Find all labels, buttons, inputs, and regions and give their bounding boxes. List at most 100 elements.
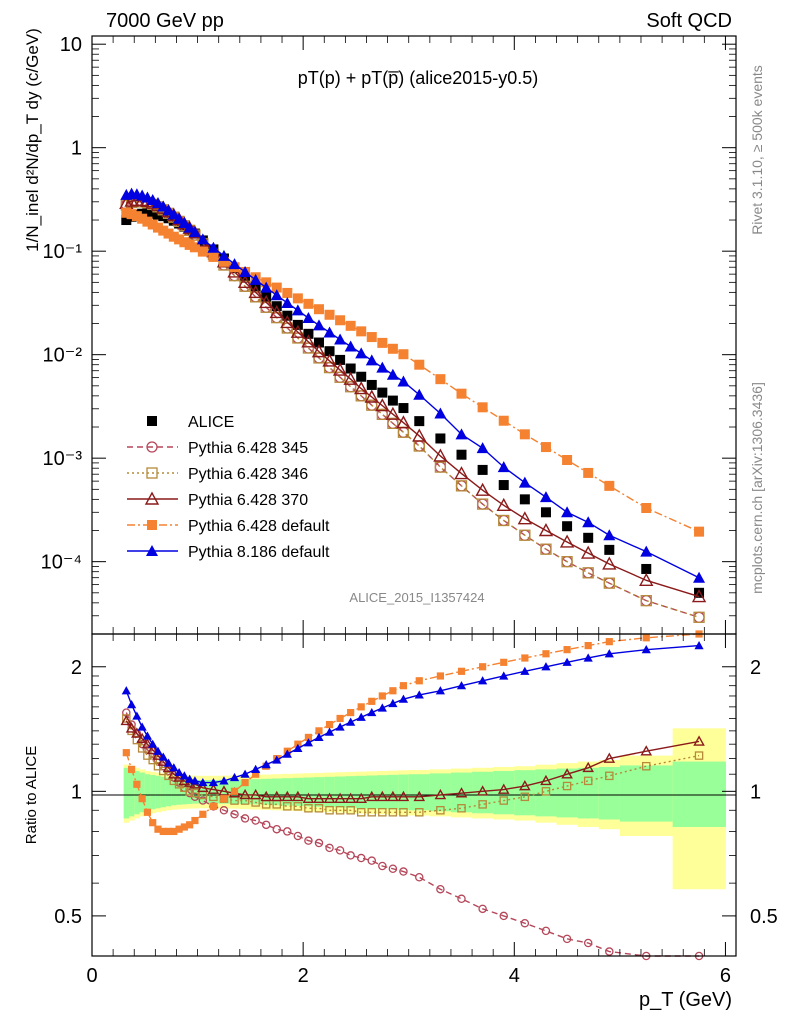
ratio-point-pythia-6-428-346 (694, 751, 704, 760)
ratio-point-pythia-8-186-default (126, 700, 137, 709)
ratio-band-inner (208, 780, 220, 804)
main-point-pythia-8-186-default (228, 258, 241, 270)
ratio-point-pythia-6-428-370 (207, 783, 220, 794)
header-left: 7000 GeV pp (106, 10, 224, 32)
main-y-tick-label: 10⁻⁴ (41, 552, 82, 574)
ratio-point-pythia-6-428-370 (376, 790, 389, 802)
main-point-pythia-6-428-default (356, 326, 367, 337)
legend-marker (146, 545, 158, 556)
ratio-point-pythia-6-428-370 (334, 792, 346, 803)
ratio-band-inner (355, 775, 367, 809)
ratio-point-pythia-8-186-default (158, 752, 168, 761)
ratio-band-inner (345, 776, 357, 808)
main-point-pythia-6-428-346 (582, 567, 594, 579)
main-point-pythia-6-428-370 (343, 371, 358, 385)
ratio-point-pythia-8-186-default (499, 671, 509, 680)
ratio-point-pythia-8-186-default (520, 666, 530, 675)
main-point-pythia-8-186-default (188, 226, 201, 238)
ratio-point-pythia-6-428-default (500, 658, 508, 666)
main-point-pythia-6-428-default (282, 287, 293, 298)
ratio-band-inner (128, 769, 135, 817)
ratio-point-pythia-6-428-default (415, 677, 423, 685)
main-point-pythia-6-428-346 (476, 498, 489, 510)
main-point-pythia-8-186-default (640, 545, 653, 557)
ratio-point-pythia-6-428-default (389, 687, 397, 695)
ratio-point-pythia-6-428-default (159, 827, 167, 836)
ratio-point-pythia-6-428-345 (605, 947, 614, 956)
ratio-point-pythia-6-428-370 (302, 792, 315, 803)
legend-entry-pythia-6-428-345: Pythia 6.428 345 (127, 440, 308, 457)
main-point-pythia-6-428-346 (519, 529, 531, 541)
ratio-band-inner (144, 774, 151, 811)
main-point-alice (641, 563, 652, 574)
ratio-point-pythia-6-428-346 (143, 751, 152, 760)
main-point-pythia-6-428-default (335, 315, 346, 326)
ratio-panel: 0.5 0.5 1 1 2 2 0 2 4 6 Ratio to ALICE p_T (GeV) (23, 630, 778, 1011)
ratio-point-pythia-6-428-370 (693, 735, 705, 746)
ratio-point-pythia-6-428-345 (272, 824, 282, 834)
ratio-point-pythia-6-428-346 (436, 806, 445, 815)
ratio-point-pythia-6-428-default (252, 770, 260, 778)
x-tick-label: 0 (86, 965, 97, 987)
legend-label: Pythia 6.428 345 (188, 440, 308, 457)
ratio-point-pythia-6-428-346 (325, 806, 334, 815)
main-point-alice (498, 480, 509, 491)
main-point-pythia-6-428-346 (387, 417, 399, 429)
main-point-pythia-8-186-default (497, 461, 510, 473)
ratio-point-pythia-8-186-default (694, 640, 704, 650)
legend-entry-pythia-6-428-346: Pythia 6.428 346 (127, 466, 308, 483)
ratio-point-pythia-6-428-346 (240, 796, 250, 805)
ratio-point-pythia-6-428-346 (378, 808, 387, 817)
ratio-point-pythia-6-428-346 (314, 804, 324, 813)
ratio-point-pythia-8-186-default (583, 653, 593, 662)
main-point-alice (366, 379, 377, 390)
ratio-point-pythia-6-428-346 (399, 808, 408, 817)
ratio-point-pythia-6-428-default (143, 808, 152, 816)
legend-entry-alice: ALICE (147, 414, 234, 431)
main-point-pythia-6-428-default (694, 526, 705, 537)
ratio-band-inner (165, 777, 172, 807)
ratio-point-pythia-6-428-345 (356, 853, 366, 863)
ratio-point-pythia-6-428-370 (365, 790, 378, 802)
ratio-point-pythia-6-428-370 (292, 790, 304, 802)
main-point-pythia-8-186-default (334, 333, 347, 345)
main-point-alice (519, 494, 530, 505)
ratio-point-pythia-6-428-345 (261, 820, 271, 830)
ratio-point-pythia-8-186-default (169, 763, 179, 772)
ratio-point-pythia-8-186-default (208, 777, 219, 787)
ratio-point-pythia-6-428-default (230, 787, 239, 795)
ratio-point-pythia-6-428-default (479, 663, 487, 671)
ratio-point-pythia-8-186-default (198, 777, 208, 787)
main-y-tick-label: 10⁻³ (43, 448, 83, 470)
ratio-point-pythia-6-428-346 (499, 796, 508, 805)
ratio-point-pythia-6-428-default (347, 708, 355, 717)
ratio-point-pythia-6-428-370 (131, 727, 143, 738)
ratio-point-pythia-6-428-345 (367, 856, 377, 865)
ratio-point-pythia-6-428-345 (304, 836, 313, 845)
ratio-point-pythia-6-428-default (164, 827, 173, 836)
ratio-point-pythia-6-428-346 (356, 808, 366, 817)
ratio-point-pythia-8-186-default (174, 767, 184, 777)
main-point-pythia-8-186-default (312, 319, 325, 331)
ratio-band-inner (150, 775, 156, 810)
legend-marker (144, 491, 160, 505)
main-point-pythia-6-428-default (313, 304, 324, 315)
main-point-pythia-6-428-default (158, 225, 169, 236)
main-series-pythia-6-428-370 (119, 192, 707, 603)
main-y-tick-label: 10 (60, 34, 82, 56)
ratio-point-pythia-6-428-default (186, 821, 194, 829)
ratio-point-pythia-6-428-370 (387, 790, 399, 802)
main-point-alice (313, 337, 324, 348)
ratio-point-pythia-6-428-346 (562, 781, 572, 791)
main-point-pythia-6-428-default (168, 231, 179, 242)
main-point-pythia-6-428-370 (124, 193, 139, 207)
ratio-point-pythia-6-428-default (241, 778, 249, 787)
main-point-pythia-6-428-default (366, 332, 377, 343)
ratio-point-pythia-6-428-default (180, 823, 188, 831)
ratio-point-pythia-6-428-345 (335, 846, 345, 855)
legend-label: Pythia 6.428 370 (188, 492, 308, 509)
ratio-point-pythia-8-186-default (346, 717, 356, 726)
main-point-alice (356, 371, 367, 382)
ratio-y-label: Ratio to ALICE (23, 746, 40, 844)
ratio-point-pythia-6-428-default (605, 638, 613, 646)
